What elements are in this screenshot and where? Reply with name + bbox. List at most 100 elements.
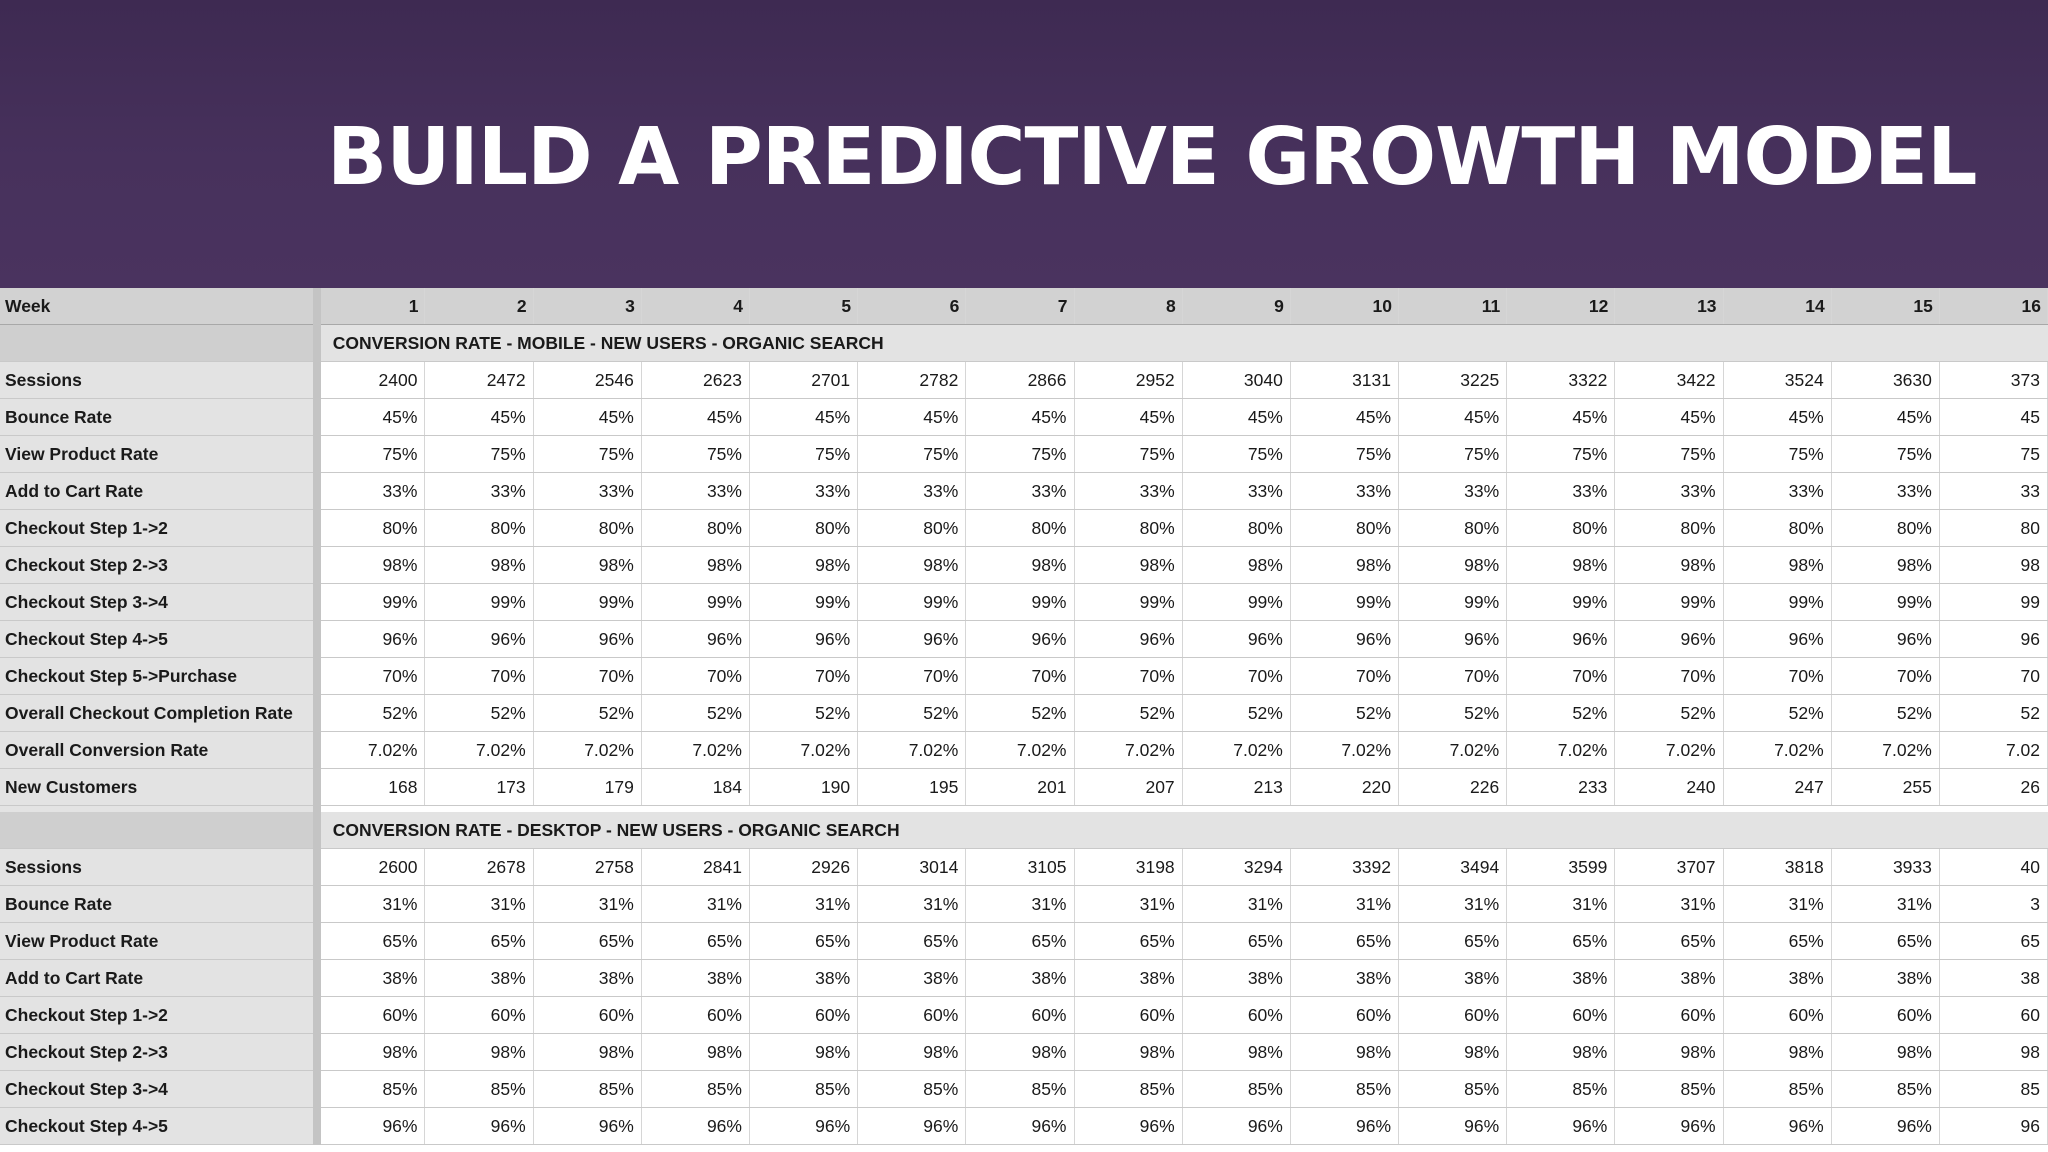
data-cell[interactable]: 226 [1398,768,1508,806]
data-cell[interactable]: 2472 [424,361,534,399]
data-cell[interactable]: 60 [1939,996,2048,1034]
data-cell[interactable]: 80% [316,509,426,547]
data-cell[interactable]: 255 [1831,768,1940,806]
data-cell[interactable]: 80% [641,509,750,547]
data-cell[interactable]: 31% [533,885,642,923]
data-cell[interactable]: 80% [1723,509,1832,547]
data-cell[interactable]: 3198 [1074,848,1183,886]
data-cell[interactable]: 96% [533,1107,642,1145]
data-cell[interactable]: 45% [1506,398,1616,436]
data-cell[interactable]: 3040 [1182,361,1291,399]
data-cell[interactable]: 98% [1074,1033,1183,1071]
data-cell[interactable]: 98% [1182,1033,1291,1071]
data-cell[interactable]: 31% [1723,885,1832,923]
row-label[interactable]: Checkout Step 4->5 [0,620,321,658]
data-cell[interactable]: 98% [1290,1033,1400,1071]
data-cell[interactable]: 60% [1074,996,1183,1034]
data-cell[interactable]: 38% [965,959,1075,997]
data-cell[interactable]: 85% [1831,1070,1940,1108]
data-cell[interactable]: 65% [641,922,750,960]
data-cell[interactable]: 38% [1614,959,1724,997]
data-cell[interactable]: 96% [641,1107,750,1145]
data-cell[interactable]: 195 [857,768,967,806]
data-cell[interactable]: 96% [1074,620,1183,658]
data-cell[interactable]: 65% [1723,922,1832,960]
data-cell[interactable]: 52% [1182,694,1291,732]
data-cell[interactable]: 65% [424,922,534,960]
data-cell[interactable]: 96% [1074,1107,1183,1145]
week-header-cell[interactable]: 13 [1614,288,1724,325]
data-cell[interactable]: 96% [533,620,642,658]
data-cell[interactable]: 3 [1939,885,2048,923]
data-cell[interactable]: 99% [1074,583,1183,621]
data-cell[interactable]: 85% [1506,1070,1616,1108]
data-cell[interactable]: 96% [1290,620,1400,658]
data-cell[interactable]: 98% [316,1033,426,1071]
week-header-cell[interactable]: 8 [1074,288,1183,325]
data-cell[interactable]: 7.02% [1614,731,1724,769]
data-cell[interactable]: 2678 [424,848,534,886]
data-cell[interactable]: 184 [641,768,750,806]
data-cell[interactable]: 38% [1398,959,1508,997]
data-cell[interactable]: 38% [1290,959,1400,997]
data-cell[interactable]: 31% [1614,885,1724,923]
data-cell[interactable]: 80% [1614,509,1724,547]
row-label[interactable]: Checkout Step 4->5 [0,1107,321,1145]
data-cell[interactable]: 38% [641,959,750,997]
data-cell[interactable]: 7.02% [1074,731,1183,769]
data-cell[interactable]: 33% [316,472,426,510]
data-cell[interactable]: 98% [749,1033,859,1071]
data-cell[interactable]: 3105 [965,848,1075,886]
data-cell[interactable]: 75% [1723,435,1832,473]
data-cell[interactable]: 3818 [1723,848,1832,886]
data-cell[interactable]: 45% [1831,398,1940,436]
data-cell[interactable]: 75% [1831,435,1940,473]
data-cell[interactable]: 7.02% [1398,731,1508,769]
data-cell[interactable]: 98% [316,546,426,584]
data-cell[interactable]: 233 [1506,768,1616,806]
data-cell[interactable]: 85% [1614,1070,1724,1108]
data-cell[interactable]: 33% [533,472,642,510]
data-cell[interactable]: 98% [1723,1033,1832,1071]
data-cell[interactable]: 75% [749,435,859,473]
data-cell[interactable]: 60% [1723,996,1832,1034]
data-cell[interactable]: 98% [749,546,859,584]
row-label[interactable]: Checkout Step 2->3 [0,1033,321,1071]
data-cell[interactable]: 33% [1182,472,1291,510]
data-cell[interactable]: 33% [424,472,534,510]
data-cell[interactable]: 60% [1506,996,1616,1034]
data-cell[interactable]: 33% [641,472,750,510]
week-header-cell[interactable]: 2 [424,288,534,325]
data-cell[interactable]: 247 [1723,768,1832,806]
data-cell[interactable]: 96% [424,1107,534,1145]
data-cell[interactable]: 33% [965,472,1075,510]
data-cell[interactable]: 70% [1506,657,1616,695]
data-cell[interactable]: 52% [424,694,534,732]
data-cell[interactable]: 173 [424,768,534,806]
data-cell[interactable]: 60% [1614,996,1724,1034]
data-cell[interactable]: 31% [1290,885,1400,923]
data-cell[interactable]: 75% [1290,435,1400,473]
row-label[interactable]: Checkout Step 1->2 [0,996,321,1034]
data-cell[interactable]: 96% [1614,620,1724,658]
data-cell[interactable]: 65% [1506,922,1616,960]
data-cell[interactable]: 85 [1939,1070,2048,1108]
data-cell[interactable]: 31% [424,885,534,923]
data-cell[interactable]: 65% [316,922,426,960]
data-cell[interactable]: 96% [749,1107,859,1145]
data-cell[interactable]: 80% [1506,509,1616,547]
data-cell[interactable]: 99% [533,583,642,621]
data-cell[interactable]: 65% [1290,922,1400,960]
data-cell[interactable]: 3322 [1506,361,1616,399]
data-cell[interactable]: 3225 [1398,361,1508,399]
data-cell[interactable]: 38% [424,959,534,997]
data-cell[interactable]: 52% [857,694,967,732]
data-cell[interactable]: 38% [316,959,426,997]
data-cell[interactable]: 207 [1074,768,1183,806]
data-cell[interactable]: 96% [965,1107,1075,1145]
week-header-cell[interactable]: 4 [641,288,750,325]
data-cell[interactable]: 96% [1723,1107,1832,1145]
data-cell[interactable]: 31% [1398,885,1508,923]
data-cell[interactable]: 33% [1398,472,1508,510]
data-cell[interactable]: 65% [1614,922,1724,960]
